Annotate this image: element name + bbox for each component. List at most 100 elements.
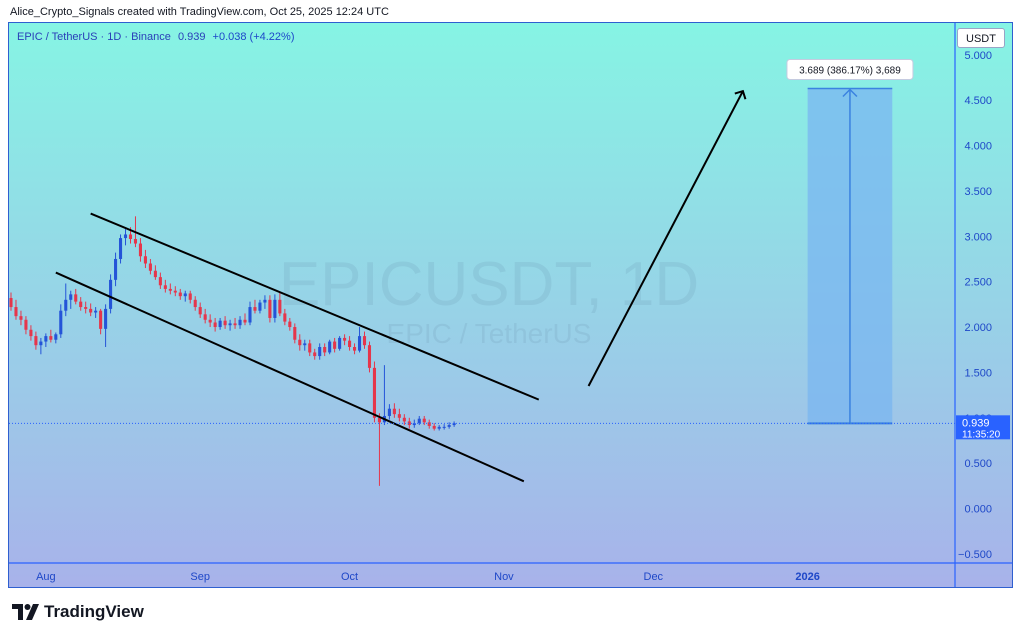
candle-body xyxy=(268,299,272,318)
candle-body xyxy=(392,408,396,415)
candle-body xyxy=(183,293,187,297)
candle-body xyxy=(74,294,78,302)
candle-body xyxy=(84,307,88,309)
chart-frame[interactable]: EPICUSDT, 1D EPIC / TetherUS 3.689 (386.1… xyxy=(8,22,1013,588)
candle-body xyxy=(377,417,381,423)
candle-body xyxy=(94,310,98,313)
candle-body xyxy=(283,313,287,322)
price-range-measure[interactable]: 3.689 (386.17%) 3,689 xyxy=(786,59,914,425)
candle-body xyxy=(367,345,372,368)
candle-body xyxy=(213,322,217,328)
symbol-pair: EPIC / TetherUS · 1D · Binance xyxy=(17,31,171,43)
candle xyxy=(123,229,128,246)
candle xyxy=(427,419,431,429)
candle-body xyxy=(128,234,133,239)
candle xyxy=(273,294,277,323)
candle-body xyxy=(333,341,337,349)
candle-body xyxy=(123,234,128,239)
candle-body xyxy=(133,239,138,244)
candle-body xyxy=(288,321,292,328)
candle xyxy=(99,308,103,335)
candle-body xyxy=(293,327,297,340)
candle xyxy=(283,308,287,326)
candle xyxy=(74,288,78,305)
last-price-label-box xyxy=(956,415,1010,440)
symbol-info[interactable]: EPIC / TetherUS · 1D · Binance 0.939 +0.… xyxy=(17,31,294,43)
candle xyxy=(248,301,252,326)
candle xyxy=(387,404,391,420)
candle xyxy=(173,286,177,297)
tradingview-logo[interactable]: TradingView xyxy=(12,602,144,622)
candle xyxy=(253,299,257,314)
candle-body xyxy=(9,297,13,308)
candle-body xyxy=(79,301,83,308)
candle-body xyxy=(19,316,23,320)
candle xyxy=(143,249,147,269)
candle xyxy=(338,336,342,351)
currency-button[interactable]: USDT xyxy=(957,28,1005,48)
candle-body xyxy=(24,319,28,330)
candle xyxy=(94,307,98,318)
price-tick-label: 0.500 xyxy=(964,458,992,470)
candle xyxy=(372,361,377,423)
price-tick-label: 2.000 xyxy=(964,322,992,334)
candle xyxy=(79,297,83,311)
price-axis[interactable]: −0.5000.0000.5001.0001.5002.0002.5003.00… xyxy=(954,23,1010,587)
candle-body xyxy=(422,418,426,423)
candle-body xyxy=(118,238,123,259)
candle-body xyxy=(168,288,172,291)
candle-body xyxy=(263,299,267,303)
candle-body xyxy=(44,336,48,342)
candle-body xyxy=(34,336,38,346)
candle xyxy=(288,317,292,331)
price-tick-label: 0.000 xyxy=(964,504,992,516)
symbol-change: +0.038 (+4.22%) xyxy=(212,31,295,43)
candle xyxy=(24,316,28,335)
candle xyxy=(109,274,113,314)
candle-body xyxy=(148,263,152,271)
candle xyxy=(163,279,167,293)
symbol-price: 0.939 xyxy=(177,31,206,43)
candle xyxy=(118,234,123,264)
price-tick-label: 5.000 xyxy=(964,50,992,62)
candle-body xyxy=(208,319,212,323)
candle-body xyxy=(49,336,53,340)
trendline-drawings[interactable] xyxy=(55,89,747,483)
candle-body xyxy=(178,292,182,297)
candle xyxy=(84,301,88,314)
candle-body xyxy=(303,343,307,346)
candle xyxy=(402,414,406,426)
candle xyxy=(208,314,212,328)
candle-body xyxy=(308,343,312,353)
candle xyxy=(44,333,48,347)
candle xyxy=(422,415,426,426)
candle-body xyxy=(114,258,118,280)
candle xyxy=(148,258,152,275)
candlestick-series xyxy=(9,216,456,486)
measure-arrowhead xyxy=(842,88,858,98)
candle-body xyxy=(153,270,157,278)
candle xyxy=(243,313,247,326)
candle xyxy=(353,343,357,355)
candle xyxy=(263,295,267,309)
candle xyxy=(158,272,162,289)
candle-body xyxy=(248,307,252,323)
candle xyxy=(362,331,367,349)
candle xyxy=(437,425,441,431)
candle-body xyxy=(298,339,302,346)
last-price-value: 0.939 xyxy=(962,417,990,429)
time-axis[interactable]: Aug Sep Oct Nov Dec 2026 xyxy=(9,562,1012,583)
candle-body xyxy=(387,408,391,416)
candle-body xyxy=(193,299,197,308)
time-tick-label: Aug xyxy=(36,571,56,583)
measure-label-box xyxy=(786,59,914,81)
candle xyxy=(138,238,142,262)
time-tick-label: Nov xyxy=(494,571,514,583)
candle-body xyxy=(417,418,421,424)
candle-body xyxy=(218,320,222,328)
candle xyxy=(452,421,456,427)
candle-body xyxy=(99,310,103,329)
candle xyxy=(49,329,53,343)
time-tick-label: Dec xyxy=(644,571,664,583)
